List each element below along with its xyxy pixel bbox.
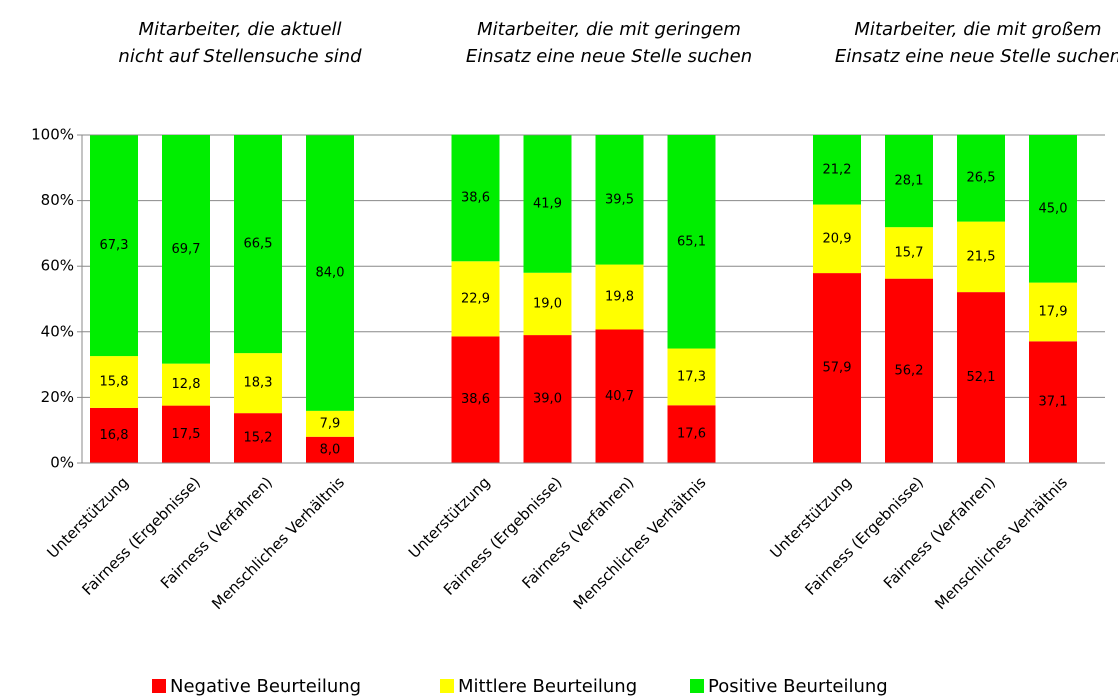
bar-segment — [813, 273, 861, 463]
bar-segment — [595, 135, 644, 265]
bar-segment — [306, 410, 354, 437]
bar-segment — [957, 221, 1005, 293]
data-label: 8,0 — [320, 442, 341, 457]
data-label: 65,1 — [677, 234, 706, 249]
data-label: 16,8 — [100, 428, 129, 443]
bar-segment — [162, 405, 210, 463]
data-label: 15,2 — [244, 431, 273, 446]
x-tick-label: Menschliches Verhältnis — [208, 473, 348, 613]
data-label: 21,5 — [967, 249, 996, 264]
data-label: 45,0 — [1039, 201, 1068, 216]
x-tick-label: Menschliches Verhältnis — [570, 473, 710, 613]
x-tick-label: Fairness (Ergebnisse) — [801, 473, 927, 599]
bar-segment — [162, 135, 210, 364]
legend-label: Mittlere Beurteilung — [458, 676, 637, 697]
data-label: 56,2 — [895, 363, 924, 378]
bar-segment — [451, 336, 500, 463]
legend-label: Negative Beurteilung — [170, 676, 361, 697]
group-title: nicht auf Stellensuche sind — [118, 46, 362, 67]
bar-segment — [885, 135, 933, 228]
bar-segment — [90, 356, 138, 408]
data-label: 38,6 — [461, 392, 490, 407]
data-label: 17,9 — [1039, 304, 1068, 319]
bar-segment — [523, 335, 572, 463]
bar-segment — [451, 261, 500, 337]
data-label: 57,9 — [823, 361, 852, 376]
bar-segment — [162, 363, 210, 406]
bar-segment — [595, 264, 644, 330]
bar-segment — [1029, 282, 1077, 342]
group-title: Einsatz eine neue Stelle suchen — [466, 46, 752, 67]
legend-swatch — [440, 679, 454, 693]
data-label: 18,3 — [244, 376, 273, 391]
data-label: 84,0 — [316, 266, 345, 281]
data-label: 17,6 — [677, 427, 706, 442]
data-label: 28,1 — [895, 174, 924, 189]
y-tick-label: 0% — [50, 454, 74, 472]
bar-segment — [90, 407, 138, 463]
bar-segment — [451, 134, 500, 262]
bar-segment — [667, 348, 716, 406]
data-label: 19,8 — [605, 290, 634, 305]
bar-segment — [885, 227, 933, 279]
bar-segment — [234, 413, 282, 463]
x-tick-label: Menschliches Verhältnis — [931, 473, 1071, 613]
group-title: Einsatz eine neue Stelle suchen — [835, 46, 1118, 67]
y-tick-label: 100% — [31, 126, 74, 144]
y-tick-label: 40% — [41, 322, 74, 340]
data-label: 38,6 — [461, 190, 490, 205]
bar-segment — [957, 134, 1005, 222]
bar-segment — [667, 405, 716, 463]
bar-segment — [885, 278, 933, 463]
x-tick-label: Fairness (Ergebnisse) — [440, 473, 566, 599]
bar-segment — [1029, 341, 1077, 463]
bar-segment — [957, 292, 1005, 463]
bar-segment — [234, 353, 282, 414]
bar-segment — [813, 135, 861, 205]
x-tick-label: Fairness (Ergebnisse) — [78, 473, 204, 599]
data-label: 19,0 — [533, 296, 562, 311]
y-tick-label: 60% — [41, 257, 74, 275]
bar-segment — [90, 135, 138, 357]
data-label: 40,7 — [605, 389, 634, 404]
bar-segment — [667, 135, 716, 349]
data-label: 52,1 — [967, 370, 996, 385]
data-label: 17,5 — [172, 427, 201, 442]
data-label: 41,9 — [533, 197, 562, 212]
data-label: 15,8 — [100, 374, 129, 389]
group-title: Mitarbeiter, die mit großem — [854, 19, 1101, 40]
data-label: 15,7 — [895, 245, 924, 260]
bar-segment — [306, 436, 354, 463]
legend-swatch — [690, 679, 704, 693]
data-label: 37,1 — [1039, 395, 1068, 410]
data-label: 26,5 — [967, 171, 996, 186]
data-label: 66,5 — [244, 237, 273, 252]
bar-segment — [595, 329, 644, 463]
y-tick-label: 80% — [41, 191, 74, 209]
legend-label: Positive Beurteilung — [708, 676, 888, 697]
data-label: 20,9 — [823, 231, 852, 246]
data-label: 39,0 — [533, 392, 562, 407]
bar-segment — [523, 272, 572, 336]
legend-swatch — [152, 679, 166, 693]
data-label: 7,9 — [320, 416, 341, 431]
bar-segment — [1029, 135, 1077, 283]
bar-segment — [523, 135, 572, 273]
data-label: 21,2 — [823, 162, 852, 177]
group-title: Mitarbeiter, die mit geringem — [477, 19, 741, 40]
bar-segment — [234, 135, 282, 354]
data-label: 12,8 — [172, 377, 201, 392]
bar-segment — [813, 204, 861, 274]
bar-segment — [306, 135, 354, 411]
data-label: 69,7 — [172, 242, 201, 257]
data-label: 17,3 — [677, 369, 706, 384]
data-label: 67,3 — [100, 238, 129, 253]
y-tick-label: 20% — [41, 388, 74, 406]
data-label: 39,5 — [605, 192, 634, 207]
group-title: Mitarbeiter, die aktuell — [138, 19, 341, 40]
data-label: 22,9 — [461, 291, 490, 306]
